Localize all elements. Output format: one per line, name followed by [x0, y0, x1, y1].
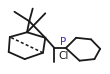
- Text: Cl: Cl: [58, 51, 69, 61]
- Text: P: P: [60, 37, 66, 47]
